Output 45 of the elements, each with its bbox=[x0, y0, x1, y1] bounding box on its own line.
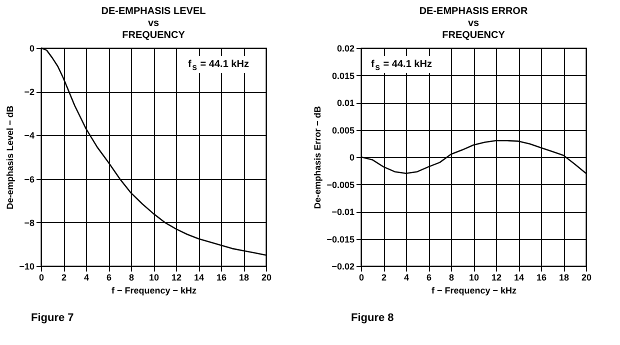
x-tick-label: 6 bbox=[106, 272, 112, 282]
y-axis-title: De-emphasis Level − dB bbox=[5, 105, 16, 210]
x-tick-label: 6 bbox=[426, 272, 432, 282]
y-tick-label: −8 bbox=[24, 218, 34, 228]
y-tick-label: −0.01 bbox=[332, 207, 354, 217]
y-tick-label: −0.005 bbox=[326, 180, 354, 190]
x-tick-label: 18 bbox=[238, 272, 250, 282]
x-tick-label: 0 bbox=[38, 272, 44, 282]
y-tick-label: −10 bbox=[19, 262, 34, 272]
y-tick-label: −6 bbox=[24, 174, 34, 184]
y-tick-label: −4 bbox=[24, 130, 34, 141]
x-tick-label: 2 bbox=[61, 272, 67, 282]
y-axis-title: De-emphasis Error − dB bbox=[312, 106, 323, 209]
x-tick-label: 12 bbox=[171, 272, 182, 282]
x-tick-label: 4 bbox=[404, 272, 410, 282]
y-tick-label: −2 bbox=[24, 87, 34, 98]
x-axis-title: f − Frequency − kHz bbox=[431, 286, 518, 296]
x-tick-label: 2 bbox=[381, 272, 387, 282]
x-tick-label: 16 bbox=[216, 272, 227, 282]
x-axis-title: f − Frequency − kHz bbox=[111, 286, 198, 296]
y-tick-label: 0.02 bbox=[336, 44, 354, 54]
x-tick-label: 14 bbox=[514, 272, 524, 282]
chart-title: DE-EMPHASIS LEVEL vs FREQUENCY bbox=[101, 6, 206, 41]
x-tick-label: 16 bbox=[536, 272, 547, 282]
x-tick-label: 8 bbox=[448, 272, 454, 282]
caption: Figure 7 bbox=[31, 312, 74, 324]
y-tick-label: −0.015 bbox=[326, 234, 354, 244]
x-tick-label: 12 bbox=[491, 272, 502, 282]
y-tick-label: 0.015 bbox=[332, 70, 354, 81]
y-tick-label: 0.005 bbox=[332, 125, 354, 136]
x-tick-label: 20 bbox=[581, 272, 592, 282]
x-tick-label: 20 bbox=[261, 272, 272, 282]
chart-title: DE-EMPHASIS ERROR vs FREQUENCY bbox=[419, 6, 528, 41]
x-tick-label: 8 bbox=[128, 272, 134, 282]
x-tick-label: 4 bbox=[84, 272, 90, 282]
x-tick-label: 10 bbox=[468, 272, 480, 282]
x-tick-label: 10 bbox=[148, 272, 160, 282]
y-tick-label: 0 bbox=[29, 44, 34, 54]
y-tick-label: 0.01 bbox=[336, 98, 354, 108]
caption: Figure 8 bbox=[351, 312, 394, 324]
x-tick-label: 0 bbox=[358, 272, 364, 282]
x-tick-label: 14 bbox=[194, 272, 204, 282]
y-tick-label: −0.02 bbox=[332, 262, 354, 272]
x-tick-label: 18 bbox=[558, 272, 570, 282]
y-tick-label: 0 bbox=[349, 152, 354, 162]
